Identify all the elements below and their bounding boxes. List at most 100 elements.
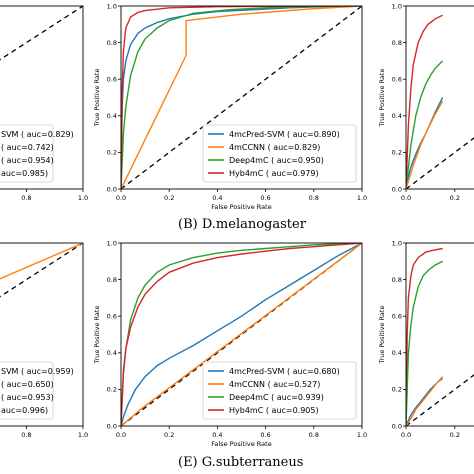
y-tick-label: 1.0	[107, 2, 117, 10]
x-tick-label: 0.0	[401, 431, 411, 439]
legend-label: Hyb4mC ( auc=0.905)	[229, 406, 319, 415]
chart-top-center: 0.0 0.2 0.4 0.6 0.8 1.0 0.0 0.2 0.4 0.6 0.8 1.0 Fals…	[93, 2, 367, 211]
y-tick-label: 0.4	[392, 349, 402, 357]
legend-label: ( auc=0.742)	[1, 143, 54, 152]
axes-frame	[120, 5, 363, 190]
x-axis-label: False Positive Rate	[211, 203, 271, 211]
legend-label: 4mCCNN ( auc=0.527)	[229, 380, 320, 389]
roc-line-hyb4mc	[121, 6, 362, 189]
y-tick-label: 0.0	[107, 185, 117, 193]
y-tick-label: 0.4	[392, 112, 402, 120]
roc-line-4mccnn	[121, 243, 362, 426]
y-tick-label: 0.4	[107, 349, 117, 357]
roc-line-deep4mc	[406, 60, 444, 189]
y-axis-label: True Positive Rate	[378, 306, 386, 365]
y-tick-label: 0.2	[392, 149, 402, 157]
legend-box	[202, 124, 357, 183]
legend-label: 4mCCNN ( auc=0.829)	[229, 143, 320, 152]
x-tick-label: 0.8	[309, 194, 319, 202]
chart-bottom-center: 0.0 0.2 0.4 0.6 0.8 1.0 0.0 0.2 0.4 0.6 0.8 1.0 Fals…	[93, 239, 367, 448]
chart-bottom-left-partial: 0.8 1.0 SVM ( auc=0.959) ( auc=0.650) ( auc=…	[0, 242, 88, 439]
x-tick-label: 1.0	[78, 431, 88, 439]
legend-label: ( auc=0.953)	[1, 393, 54, 402]
y-tick-label: 0.2	[107, 149, 117, 157]
x-tick-label: 0.6	[260, 194, 270, 202]
x-tick-label: 1.0	[78, 194, 88, 202]
y-tick-label: 0.4	[107, 112, 117, 120]
y-tick-label: 0.0	[392, 185, 402, 193]
roc-line-4mccnn	[121, 6, 362, 189]
y-tick-label: 0.8	[107, 39, 117, 47]
diagonal-reference-line	[406, 374, 474, 426]
x-tick-label: 0.0	[116, 431, 126, 439]
roc-line-4mccnn	[406, 376, 444, 426]
y-tick-label: 0.6	[392, 76, 402, 84]
x-tick-label: 0.8	[21, 194, 31, 202]
legend-box	[202, 361, 357, 420]
legend-label: Hyb4mC ( auc=0.979)	[229, 169, 319, 178]
y-tick-label: 0.2	[107, 386, 117, 394]
y-tick-label: 0.6	[392, 313, 402, 321]
legend-label: ( auc=0.954)	[1, 156, 54, 165]
x-tick-label: 0.8	[309, 431, 319, 439]
y-tick-label: 0.6	[107, 76, 117, 84]
roc-line-deep4mc	[121, 243, 362, 426]
roc-line-deep4mc	[406, 260, 443, 426]
y-tick-label: 0.8	[107, 276, 117, 284]
roc-line-hyb4mc	[406, 14, 443, 189]
axes-frame	[0, 242, 84, 427]
y-tick-label: 0.6	[107, 313, 117, 321]
x-tick-label: 1.0	[357, 194, 367, 202]
x-tick-label: 0.8	[21, 431, 31, 439]
roc-line-deep4mc	[121, 6, 362, 189]
legend-label: Deep4mC ( auc=0.939)	[229, 393, 324, 402]
y-axis-label: True Positive Rate	[93, 306, 101, 365]
axes-frame	[0, 5, 84, 190]
legend-label: Deep4mC ( auc=0.950)	[229, 156, 324, 165]
caption-e: (E) G.subterraneus	[178, 455, 304, 470]
caption-b: (B) D.melanogaster	[178, 217, 306, 232]
chart-bottom-right-partial: 0.0 0.2 0.0 0.2 0.4 0.6 0.8 1.0 True Positive Ra…	[378, 239, 474, 439]
x-tick-label: 0.2	[164, 431, 174, 439]
roc-line-hyb4mc	[406, 247, 443, 426]
y-tick-label: 1.0	[392, 239, 402, 247]
x-axis-label: False Positive Rate	[211, 440, 271, 448]
y-axis-label: True Positive Rate	[93, 69, 101, 128]
x-tick-label: 0.2	[164, 194, 174, 202]
chart-top-left-partial: 0.8 1.0 SVM ( auc=0.829) ( auc=0.742) ( auc=…	[0, 5, 88, 202]
legend-label: auc=0.985)	[1, 169, 48, 178]
diagonal-reference-line	[121, 6, 362, 189]
axes-frame	[405, 242, 474, 427]
y-tick-label: 0.8	[392, 39, 402, 47]
legend-box	[0, 361, 54, 420]
x-tick-label: 0.4	[212, 194, 222, 202]
roc-line-4mccnn	[406, 100, 444, 189]
x-tick-label: 1.0	[357, 431, 367, 439]
x-tick-label: 0.4	[212, 431, 222, 439]
x-tick-label: 0.2	[450, 194, 460, 202]
diagonal-reference-line	[0, 6, 83, 61]
legend-label: auc=0.996)	[1, 406, 48, 415]
roc-line-4mcpred-svm	[121, 243, 362, 426]
y-tick-label: 0.0	[107, 422, 117, 430]
axes-frame	[405, 5, 474, 190]
chart-top-right-partial: 0.0 0.2 0.0 0.2 0.4 0.6 0.8 1.0 True Positive Ra…	[378, 2, 474, 202]
x-tick-label: 0.0	[401, 194, 411, 202]
x-tick-label: 0.0	[116, 194, 126, 202]
x-tick-label: 0.6	[260, 431, 270, 439]
roc-line-4mcpred-svm	[121, 6, 362, 189]
axes-frame	[120, 242, 363, 427]
legend-label: SVM ( auc=0.829)	[1, 130, 74, 139]
y-tick-label: 1.0	[392, 2, 402, 10]
y-tick-label: 0.0	[392, 422, 402, 430]
roc-line-4mccnn	[0, 243, 83, 280]
legend-label: ( auc=0.650)	[1, 380, 54, 389]
roc-line-hyb4mc	[121, 243, 362, 426]
diagonal-reference-line	[406, 137, 474, 189]
legend-label: 4mcPred-SVM ( auc=0.890)	[229, 130, 340, 139]
legend-box	[0, 124, 54, 183]
y-tick-label: 0.8	[392, 276, 402, 284]
y-tick-label: 0.2	[392, 386, 402, 394]
x-tick-label: 0.2	[450, 431, 460, 439]
